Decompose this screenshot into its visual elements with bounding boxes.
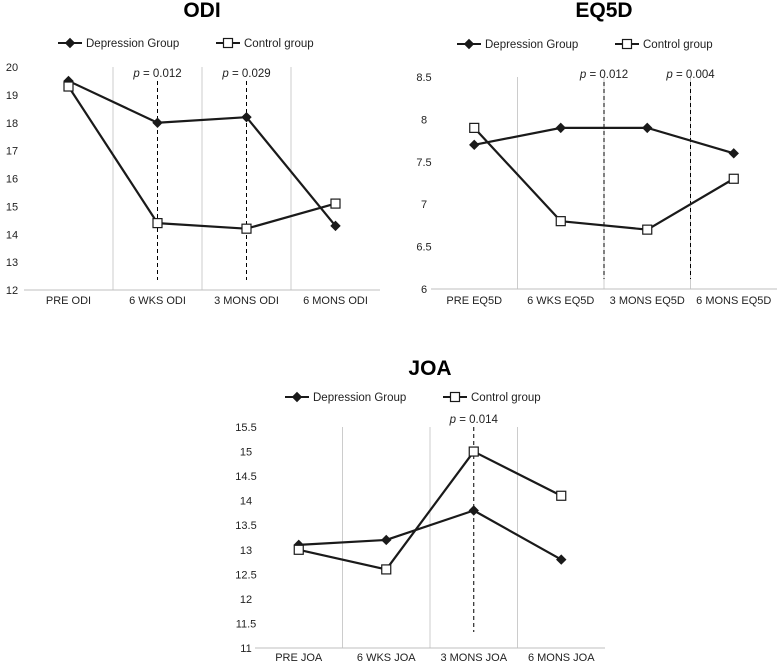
eq5d-y-tick-label: 7.5 [416, 157, 431, 169]
joa-p-value-label: p = 0.014 [449, 414, 499, 426]
eq5d-depression-point [469, 139, 480, 151]
eq5d-legend-marker-depression [463, 38, 475, 50]
eq5d-x-tick-label: 6 WKS EQ5D [527, 295, 594, 307]
eq5d-y-tick-label: 8.5 [416, 72, 431, 84]
eq5d-control-point [642, 224, 653, 235]
odi-chart-title: ODI [183, 0, 220, 22]
odi-y-tick-label: 15 [6, 201, 18, 213]
eq5d-x-tick-label: PRE EQ5D [446, 295, 502, 307]
odi-y-tick-label: 18 [6, 118, 18, 130]
odi-y-tick-label: 12 [6, 285, 18, 297]
joa-chart: JOA 11 11.5 12 12.5 13 13.5 14 14.5 15 15.5 PRE JOA… [235, 357, 605, 661]
eq5d-legend: Depression Group Control group [457, 38, 713, 51]
odi-x-tick-label: 3 MONS ODI [214, 295, 279, 307]
eq5d-depression-point [642, 122, 653, 134]
odi-control-point [241, 223, 252, 234]
odi-depression-series-line [68, 79, 337, 227]
eq5d-chart-title: EQ5D [575, 0, 632, 22]
odi-legend-marker-control [222, 37, 234, 49]
odi-control-point [63, 81, 74, 92]
odi-y-tick-label: 19 [6, 90, 18, 102]
eq5d-depression-point [555, 122, 566, 134]
eq5d-chart: EQ5D 6 6.5 7 7.5 8 8.5 PRE EQ5D 6 WKS EQ5D 3 MONS… [416, 0, 777, 307]
eq5d-control-point [555, 216, 566, 227]
joa-y-tick-label: 12.5 [235, 569, 256, 581]
joa-control-point [293, 544, 304, 555]
eq5d-p-value-label: p = 0.004 [665, 69, 715, 81]
odi-x-tick-label: 6 MONS ODI [303, 295, 368, 307]
odi-chart: ODI 12 13 14 15 16 17 18 19 20 PRE ODI 6 WKS ODI 3 M… [6, 0, 380, 307]
odi-legend-label-depression: Depression Group [86, 38, 179, 50]
joa-control-point [381, 564, 392, 575]
joa-legend: Depression Group Control group [285, 391, 541, 404]
eq5d-p-value-label: p = 0.012 [579, 69, 628, 81]
joa-x-tick-label: PRE JOA [275, 652, 323, 661]
odi-depression-point [152, 117, 163, 128]
joa-y-tick-label: 11.5 [236, 618, 257, 630]
odi-y-tick-label: 17 [6, 146, 18, 158]
odi-control-point [330, 198, 341, 209]
joa-y-tick-label: 15 [240, 447, 252, 459]
joa-legend-marker-control [449, 391, 461, 403]
odi-x-tick-label: 6 WKS ODI [129, 295, 186, 307]
joa-x-tick-label: 6 WKS JOA [357, 652, 416, 661]
odi-control-point [152, 218, 163, 229]
joa-y-tick-label: 13 [240, 545, 252, 557]
odi-depression-point [241, 111, 252, 123]
eq5d-y-tick-label: 6.5 [416, 242, 431, 254]
eq5d-control-point [728, 173, 739, 184]
odi-control-series-line [67, 85, 336, 230]
joa-depression-series-line [298, 509, 562, 561]
joa-x-tick-label: 3 MONS JOA [440, 652, 507, 661]
joa-y-tick-label: 14 [240, 496, 252, 508]
joa-legend-label-control: Control group [471, 392, 541, 404]
odi-p-value-label: p = 0.012 [132, 68, 181, 80]
odi-legend-marker-depression [64, 37, 76, 49]
eq5d-depression-series-line [474, 126, 735, 155]
joa-y-tick-label: 11 [240, 643, 251, 655]
joa-control-series-line [298, 450, 562, 571]
odi-legend: Depression Group Control group [58, 37, 314, 50]
joa-y-tick-label: 13.5 [235, 520, 256, 532]
eq5d-control-point [469, 122, 480, 133]
odi-y-tick-label: 16 [6, 174, 18, 186]
eq5d-depression-point [728, 148, 739, 159]
joa-depression-point [556, 554, 567, 565]
eq5d-y-tick-label: 6 [421, 284, 427, 296]
odi-y-tick-label: 14 [6, 229, 18, 241]
eq5d-x-tick-label: 3 MONS EQ5D [610, 295, 685, 307]
eq5d-x-tick-label: 6 MONS EQ5D [696, 295, 771, 307]
eq5d-y-tick-label: 8 [421, 114, 427, 126]
eq5d-legend-marker-control [621, 38, 633, 50]
joa-legend-marker-depression [291, 391, 303, 403]
odi-y-tick-label: 13 [6, 257, 18, 269]
odi-x-tick-label: PRE ODI [46, 295, 91, 307]
joa-y-tick-label: 15.5 [235, 422, 256, 434]
odi-y-tick-label: 20 [6, 62, 18, 74]
joa-control-point [556, 490, 567, 501]
joa-x-tick-label: 6 MONS JOA [528, 652, 595, 661]
eq5d-legend-label-depression: Depression Group [485, 39, 578, 51]
joa-legend-label-depression: Depression Group [313, 392, 406, 404]
joa-depression-point [381, 534, 392, 546]
eq5d-y-tick-label: 7 [421, 199, 427, 211]
joa-y-tick-label: 14.5 [235, 471, 256, 483]
odi-legend-label-control: Control group [244, 38, 314, 50]
eq5d-legend-label-control: Control group [643, 39, 713, 51]
joa-chart-title: JOA [408, 357, 451, 380]
eq5d-control-series-line [473, 127, 735, 231]
joa-control-point [468, 446, 479, 457]
odi-p-value-label: p = 0.029 [221, 68, 270, 80]
odi-depression-point [330, 220, 341, 232]
joa-y-tick-label: 12 [240, 594, 252, 606]
joa-depression-point [468, 505, 479, 516]
